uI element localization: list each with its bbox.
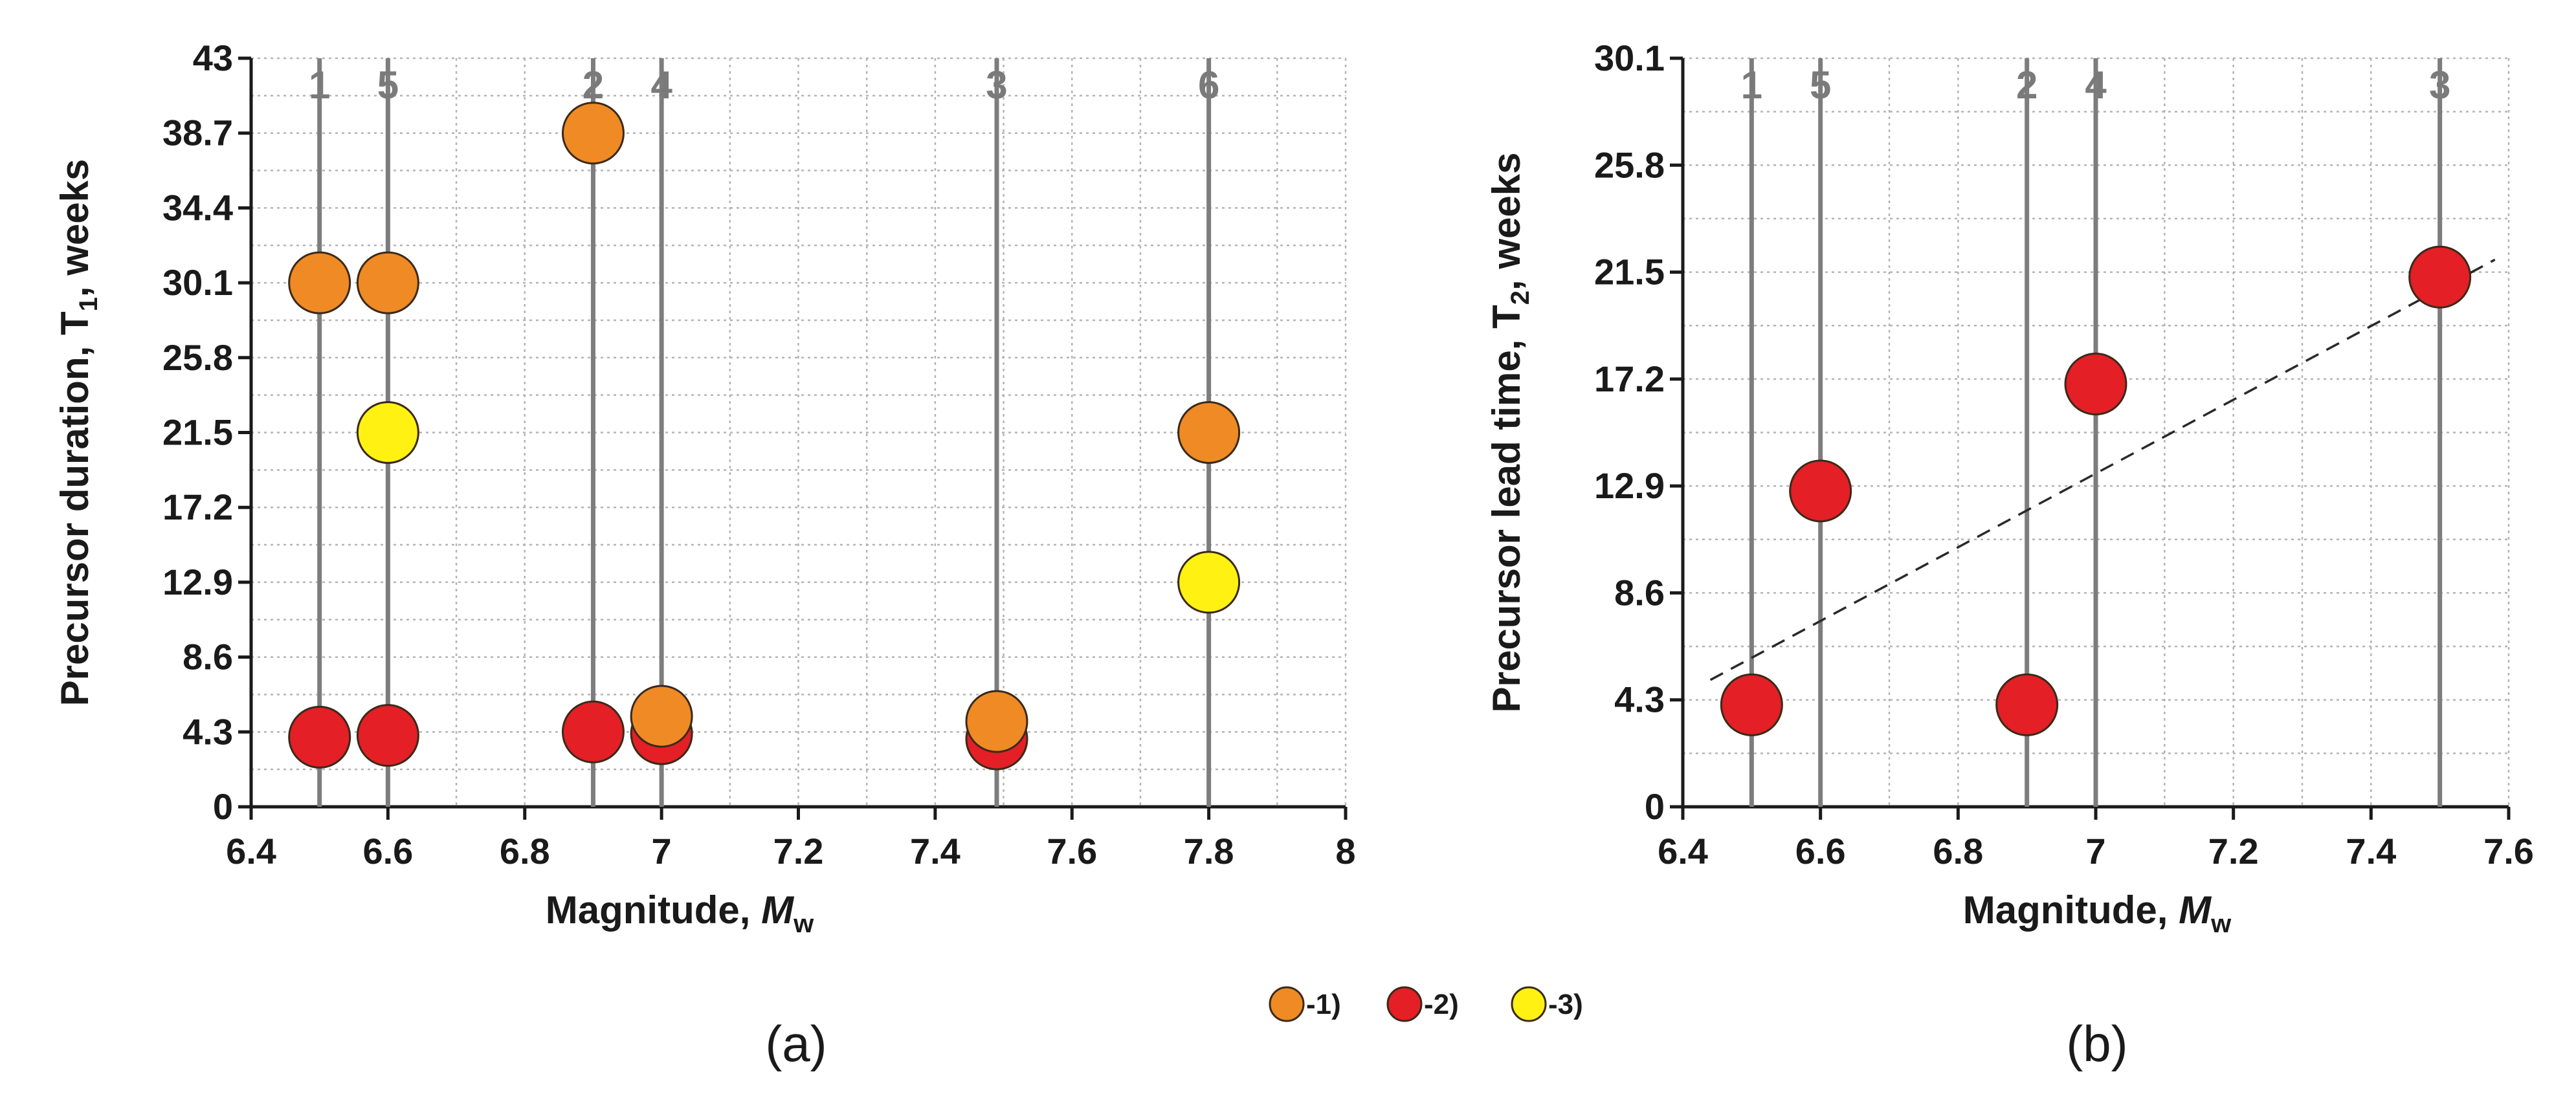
x-tick-label: 7 [652,831,672,871]
y-tick-label: 4.3 [1614,679,1665,720]
y-tick-label: 17.2 [162,487,233,527]
x-tick-label: 7.8 [1184,831,1234,871]
data-point-series-3 [1177,551,1241,614]
y-tick-label: 0 [213,786,233,827]
event-label-1: 1 [309,63,330,107]
x-tick-label: 6.8 [500,831,550,871]
data-point-series-3 [356,401,419,464]
data-point-series-2 [2408,245,2472,309]
x-axis-label: Magnitude, Mw [546,888,814,938]
data-point-series-2 [2064,353,2127,416]
data-point-series-1 [1177,401,1241,464]
data-point-series-2 [561,700,625,763]
x-tick-label: 7.6 [2483,831,2534,871]
legend-swatch-series-3 [1511,986,1547,1022]
data-point-series-2 [1720,673,1783,736]
legend-swatch-series-2 [1386,986,1423,1022]
x-tick-label: 7.6 [1047,831,1097,871]
y-tick-label: 8.6 [183,637,233,677]
event-label-6: 6 [1198,63,1219,107]
panel-label-b: (b) [2066,1015,2127,1072]
y-tick-label: 8.6 [1614,572,1665,613]
event-label-2: 2 [583,63,604,107]
y-tick-label: 21.5 [1594,252,1665,292]
x-tick-label: 7.4 [2346,831,2396,871]
trendline [1709,258,2496,681]
event-label-3: 3 [2429,63,2450,107]
x-tick-label: 7.4 [910,831,960,871]
data-point-series-2 [288,705,351,769]
x-tick-label: 6.4 [1658,831,1708,871]
data-point-series-1 [630,685,693,748]
data-point-series-1 [288,251,351,314]
legend: -1) -2) -3) [1269,986,1583,1022]
y-tick-label: 0 [1645,786,1665,827]
chart-panel-b: 6.4 6.6 6.8 7 7.2 7.4 7.604.38.612.917.221.525… [1485,38,2534,1072]
data-point-series-2 [356,704,419,767]
x-tick-label: 8 [1335,831,1355,871]
x-tick-label: 6.8 [1933,831,1983,871]
event-label-5: 5 [377,63,399,107]
legend-label-series-3: -3) [1548,989,1583,1020]
event-label-5: 5 [1810,63,1831,107]
y-tick-label: 4.3 [183,711,233,752]
y-tick-label: 25.8 [162,337,233,378]
data-point-series-2 [1789,459,1852,523]
event-label-1: 1 [1741,63,1762,107]
y-axis-label: Precursor duration, T1, weeks [53,159,103,707]
y-tick-label: 34.4 [162,187,233,228]
data-point-series-1 [356,251,419,314]
legend-swatch-series-1 [1269,986,1305,1022]
x-tick-label: 7.2 [2208,831,2259,871]
event-label-4: 4 [650,63,672,107]
chart-panel-a: 6.4 6.6 6.8 7 7.2 7.4 7.6 7.8 804.38.612.917.221… [53,38,1356,1072]
y-axis-label: Precursor lead time, T2, weeks [1485,153,1535,713]
y-tick-label: 43 [193,38,233,78]
data-point-series-1 [965,690,1028,753]
panel-label-a: (a) [765,1015,827,1072]
event-label-3: 3 [986,63,1007,107]
y-tick-label: 12.9 [1594,465,1665,506]
x-tick-label: 6.4 [226,831,276,871]
y-tick-label: 30.1 [162,262,233,303]
x-tick-label: 6.6 [362,831,413,871]
x-tick-label: 7.2 [773,831,824,871]
y-tick-label: 12.9 [162,562,233,602]
legend-label-series-2: -2) [1424,989,1459,1020]
event-label-4: 4 [2085,63,2107,107]
y-tick-label: 25.8 [1594,144,1665,185]
y-tick-label: 21.5 [162,412,233,453]
y-tick-label: 17.2 [1594,358,1665,399]
data-point-series-1 [561,102,625,165]
y-tick-label: 38.7 [162,113,233,153]
legend-label-series-1: -1) [1306,989,1341,1020]
y-tick-label: 30.1 [1594,38,1665,78]
event-label-2: 2 [2016,63,2037,107]
x-axis-label: Magnitude, Mw [1963,888,2232,938]
data-point-series-2 [1995,673,2059,736]
x-tick-label: 7 [2085,831,2105,871]
x-tick-label: 6.6 [1795,831,1846,871]
